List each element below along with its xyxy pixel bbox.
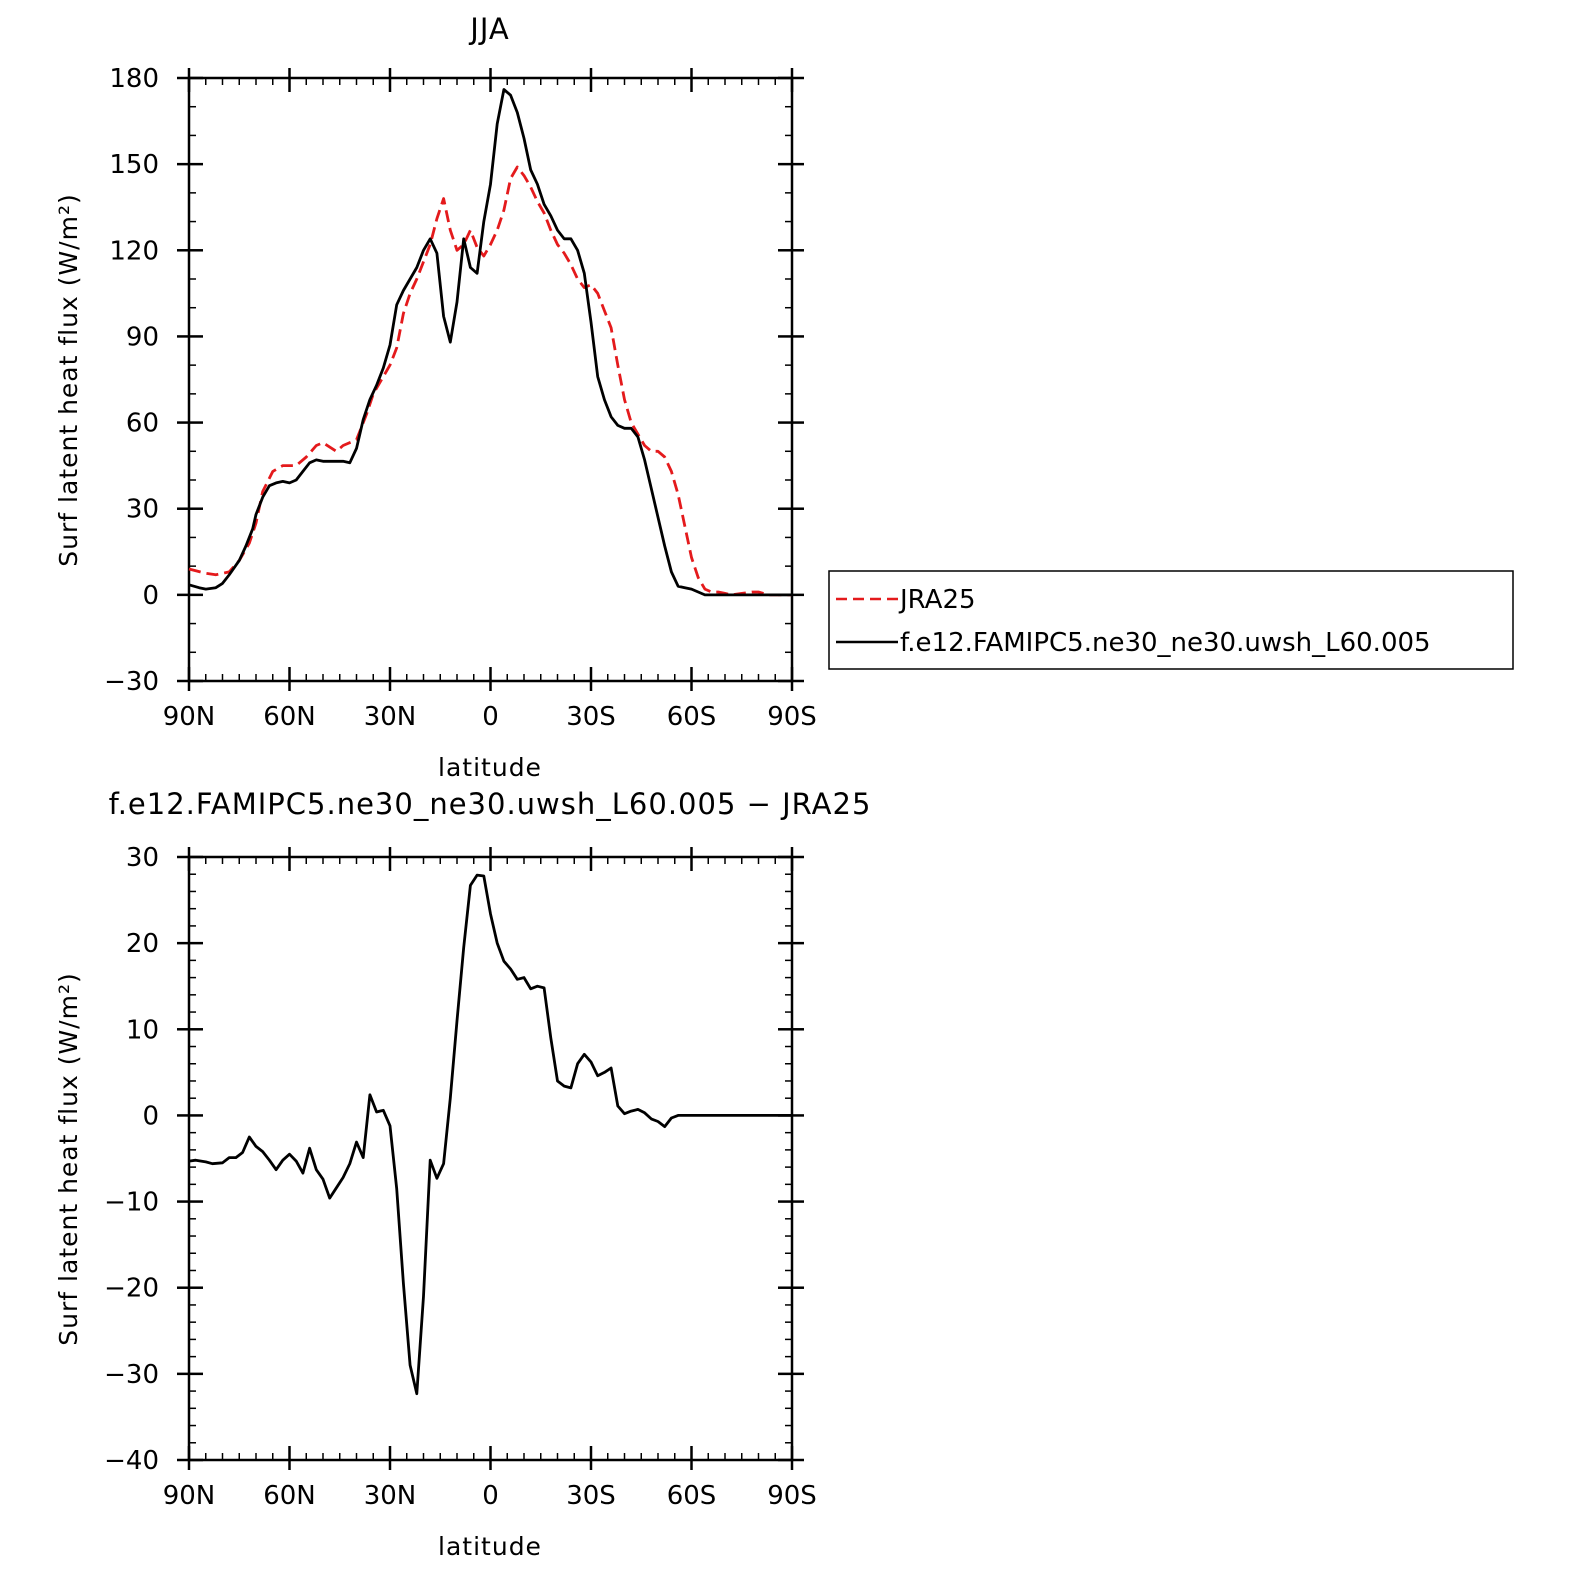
top-x-tick-label: 30S	[566, 702, 616, 732]
bottom-axis-ticks	[177, 847, 804, 1470]
legend-label-model: f.e12.FAMIPC5.ne30_ne30.uwsh_L60.005	[900, 628, 1431, 658]
bottom-x-tick-label: 30S	[566, 1481, 616, 1511]
top-x-tick-label: 90S	[767, 702, 817, 732]
top-y-axis-label: Surf latent heat flux (W/m²)	[54, 193, 83, 566]
top-y-tick-label: 150	[109, 150, 159, 180]
top-panel-title: JJA	[468, 12, 509, 46]
top-x-tick-label: 60N	[263, 702, 316, 732]
bottom-x-tick-label: 90S	[767, 1481, 817, 1511]
bottom-panel: f.e12.FAMIPC5.ne30_ne30.uwsh_L60.005 − J…	[54, 787, 872, 1561]
bottom-x-axis-label: latitude	[438, 1532, 542, 1561]
bottom-x-tick-label: 90N	[163, 1481, 216, 1511]
top-x-tick-label: 0	[482, 702, 499, 732]
legend-box	[828, 570, 1514, 670]
top-series-lines	[188, 88, 792, 597]
top-y-tick-label: 60	[126, 409, 159, 439]
bottom-y-tick-label: −20	[104, 1274, 159, 1304]
top-y-tick-label: −30	[104, 667, 159, 697]
bottom-x-tick-label: 30N	[364, 1481, 417, 1511]
bottom-y-tick-label: −30	[104, 1360, 159, 1390]
bottom-x-tick-label: 60N	[263, 1481, 316, 1511]
bottom-y-tick-label: −10	[104, 1188, 159, 1218]
bottom-y-tick-label: −40	[104, 1446, 159, 1476]
bottom-series-lines	[188, 873, 792, 1396]
top-series-line-0	[188, 165, 792, 597]
bottom-x-tick-label: 60S	[667, 1481, 717, 1511]
top-x-tick-label: 90N	[163, 702, 216, 732]
legend: JRA25 f.e12.FAMIPC5.ne30_ne30.uwsh_L60.0…	[828, 570, 1514, 670]
top-x-tick-label: 60S	[667, 702, 717, 732]
top-y-tick-label: 0	[142, 581, 159, 611]
top-axis-ticks	[177, 68, 804, 691]
bottom-tick-labels: 90N 60N 30N 0 30S 60S 90S 30 20 10 0 −10 −20 −30 −40	[104, 843, 817, 1511]
top-x-axis-label: latitude	[438, 753, 542, 782]
top-series-line-1	[188, 88, 792, 597]
bottom-y-axis-label: Surf latent heat flux (W/m²)	[54, 972, 83, 1345]
bottom-y-tick-label: 20	[126, 929, 159, 959]
bottom-panel-title: f.e12.FAMIPC5.ne30_ne30.uwsh_L60.005 − J…	[109, 787, 872, 821]
top-y-tick-label: 30	[126, 495, 159, 525]
bottom-plot-frame	[187, 855, 794, 1462]
top-y-tick-label: 120	[109, 236, 159, 266]
top-tick-labels: 90N 60N 30N 0 30S 60S 90S 180 150 120 90 60 30 0 −30	[104, 64, 817, 732]
top-plot-frame	[187, 76, 794, 683]
top-y-tick-label: 180	[109, 64, 159, 94]
top-y-tick-label: 90	[126, 322, 159, 352]
bottom-y-tick-label: 30	[126, 843, 159, 873]
top-x-tick-label: 30N	[364, 702, 417, 732]
legend-label-jra25: JRA25	[898, 585, 976, 615]
bottom-y-tick-label: 0	[142, 1101, 159, 1131]
top-panel: JJA 90N 60N 30N 0 30S 60S 90S 180 150 120 90 60 30 0 −…	[54, 12, 817, 782]
bottom-x-tick-label: 0	[482, 1481, 499, 1511]
bottom-series-line-0	[188, 873, 792, 1396]
bottom-y-tick-label: 10	[126, 1015, 159, 1045]
